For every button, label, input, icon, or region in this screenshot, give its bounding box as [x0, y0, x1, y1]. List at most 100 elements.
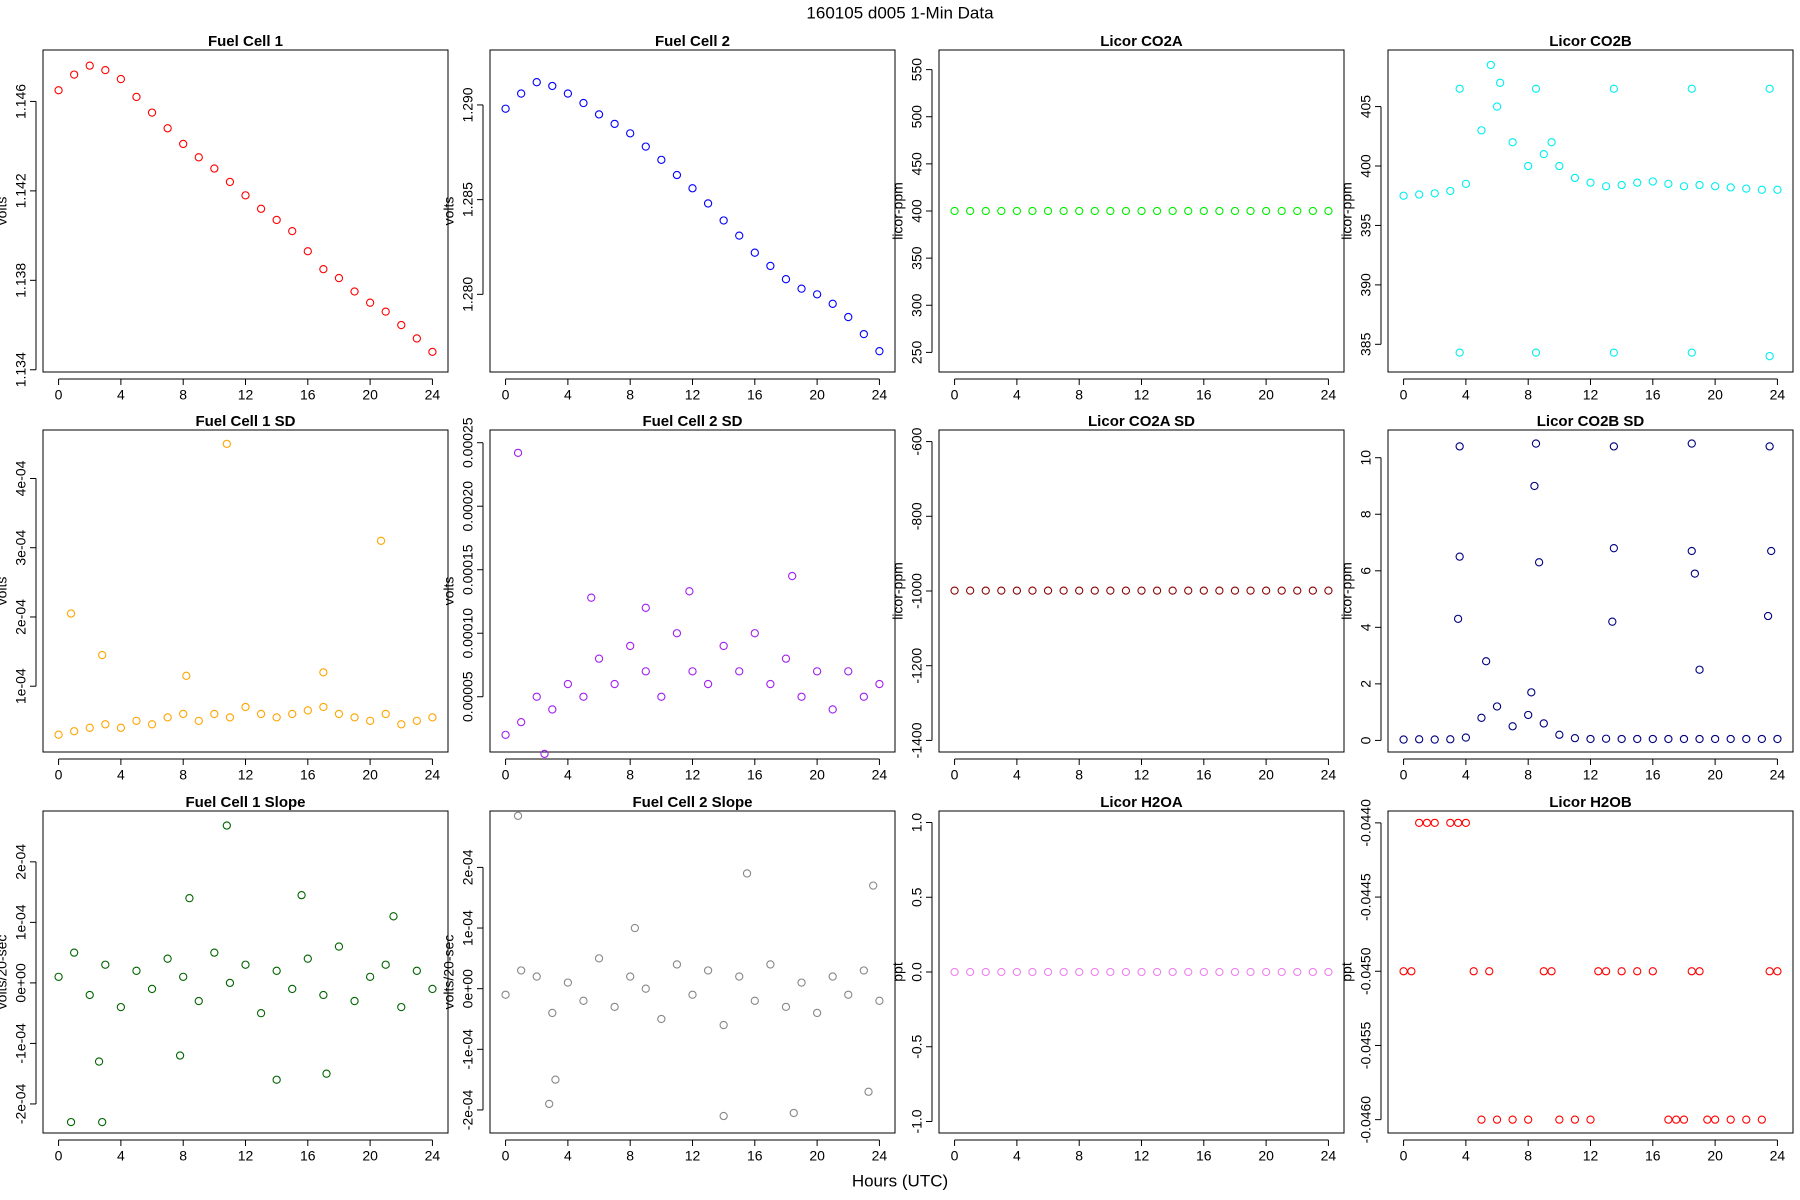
data-point	[1059, 967, 1068, 977]
data-point	[1757, 734, 1766, 744]
x-tick-label: 8	[1075, 1148, 1083, 1164]
data-point	[1687, 84, 1696, 93]
data-point	[594, 954, 604, 963]
y-tick-label: -0.0460	[1358, 1096, 1374, 1144]
data-point	[1773, 185, 1782, 194]
data-point	[641, 142, 650, 151]
y-tick-label: -2e-04	[460, 1090, 476, 1131]
data-point	[241, 960, 250, 969]
data-point	[703, 679, 713, 689]
x-tick-label: 16	[1196, 1148, 1212, 1164]
data-point	[1461, 733, 1471, 742]
data-point	[563, 679, 573, 689]
data-point	[735, 231, 744, 240]
panel: Fuel Cell 2 volts 0 4 8 12 16 20 24 1.280 1.285 1.2…	[441, 33, 896, 403]
x-tick-label: 8	[1075, 767, 1083, 783]
data-point	[185, 894, 194, 903]
y-tick-label: 250	[909, 341, 925, 365]
data-point	[1773, 734, 1782, 744]
data-point	[272, 966, 281, 975]
data-point	[735, 972, 744, 981]
y-tick-label: 300	[909, 293, 925, 317]
data-point	[657, 1014, 666, 1024]
data-point	[1090, 586, 1099, 595]
data-point	[1695, 180, 1704, 190]
data-point	[703, 199, 713, 208]
data-point	[147, 720, 157, 729]
data-point	[1168, 967, 1177, 977]
data-point	[428, 713, 437, 722]
data-point	[548, 81, 557, 91]
x-tick-label: 16	[300, 387, 316, 403]
data-point	[812, 290, 822, 299]
x-tick-label: 0	[1400, 387, 1408, 403]
x-tick-label: 8	[1524, 1148, 1532, 1164]
data-point	[1090, 206, 1099, 216]
data-point	[1586, 1115, 1595, 1124]
x-tick-label: 20	[362, 387, 378, 403]
data-point	[1524, 1115, 1533, 1124]
data-point	[1399, 967, 1408, 976]
y-tick-label: 0.00010	[460, 608, 476, 659]
data-point	[781, 654, 791, 663]
data-point	[1679, 734, 1689, 744]
y-tick-label: -0.5	[909, 1034, 925, 1058]
data-point	[548, 705, 557, 714]
y-tick-label: 0.0	[909, 962, 925, 982]
data-point	[750, 996, 759, 1005]
data-point	[1075, 967, 1084, 977]
y-tick-label: -1200	[909, 648, 925, 684]
data-point	[532, 78, 541, 87]
data-point	[1570, 733, 1580, 743]
data-point	[1059, 586, 1068, 595]
data-point	[1430, 189, 1439, 198]
data-point	[241, 702, 250, 712]
data-point	[1687, 546, 1696, 556]
data-point	[1695, 734, 1704, 744]
data-point	[412, 334, 421, 343]
data-point	[1664, 179, 1673, 188]
data-point	[719, 216, 728, 225]
data-point	[1765, 967, 1774, 976]
data-point	[1539, 719, 1548, 728]
data-point	[1586, 178, 1595, 187]
data-point	[163, 954, 172, 963]
x-tick-label: 16	[300, 1148, 316, 1164]
data-point	[222, 439, 231, 448]
data-point	[225, 713, 235, 722]
x-tick-label: 12	[238, 1148, 254, 1164]
data-point	[1261, 586, 1271, 595]
data-point	[1555, 730, 1564, 739]
y-tick-label: 1e-04	[460, 910, 476, 946]
data-point	[334, 942, 344, 951]
data-point	[132, 92, 141, 102]
data-point	[587, 593, 596, 602]
data-point	[1765, 442, 1774, 451]
data-point	[288, 984, 297, 994]
x-tick-label: 8	[1524, 387, 1532, 403]
data-point	[376, 536, 386, 545]
data-point	[641, 984, 650, 993]
x-tick-label: 8	[179, 767, 187, 783]
data-point	[501, 990, 510, 999]
data-point	[844, 312, 853, 322]
data-point	[1765, 84, 1774, 93]
data-point	[1601, 182, 1611, 191]
data-point	[1594, 967, 1603, 976]
x-tick-label: 0	[55, 387, 63, 403]
x-tick-label: 20	[809, 1148, 825, 1164]
data-point	[389, 912, 398, 921]
data-point	[1059, 206, 1068, 216]
y-tick-label: -1.0	[909, 1109, 925, 1133]
data-point	[1415, 190, 1424, 199]
data-point	[1726, 1115, 1735, 1124]
data-point	[1277, 967, 1286, 977]
x-tick-label: 24	[872, 767, 888, 783]
data-point	[517, 717, 526, 727]
data-point	[1293, 967, 1302, 977]
data-point	[381, 307, 390, 316]
data-point	[551, 1075, 560, 1084]
data-point	[210, 164, 219, 173]
data-point	[225, 177, 235, 187]
